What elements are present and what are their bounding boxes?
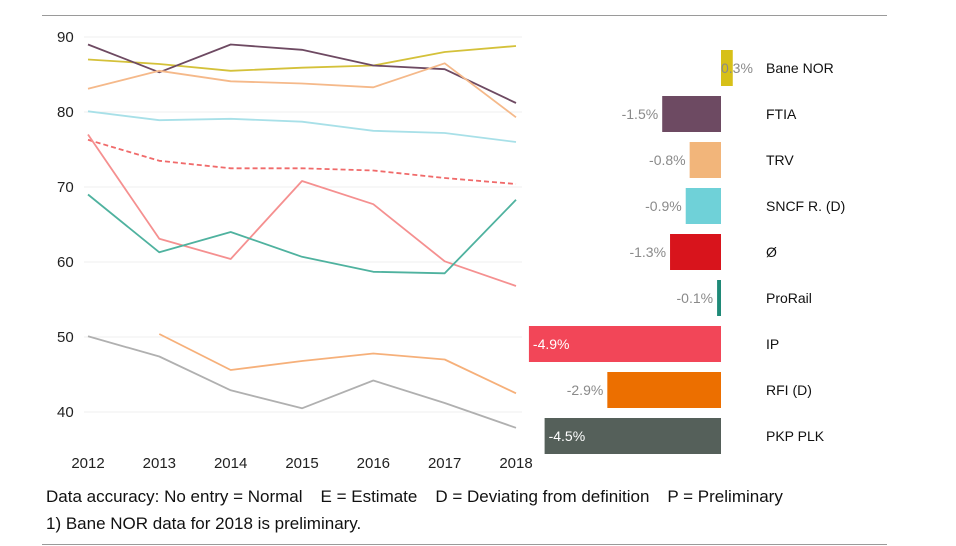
bottom-rule <box>42 544 887 545</box>
x-tick-label: 2014 <box>214 455 247 472</box>
series-line <box>87 45 517 72</box>
y-tick-label: 70 <box>57 179 74 196</box>
bar <box>544 418 721 454</box>
series-line <box>158 333 517 395</box>
accuracy-normal: Data accuracy: No entry = Normal <box>46 487 303 506</box>
series-line <box>87 62 517 119</box>
bar <box>662 96 721 132</box>
bar-category-label: IP <box>766 336 779 352</box>
series-line <box>87 193 517 275</box>
bar-value-label: -0.8% <box>649 152 686 168</box>
series-line <box>87 138 517 185</box>
series-line <box>87 335 517 429</box>
x-tick-label: 2018 <box>499 455 532 472</box>
top-rule <box>42 15 887 16</box>
y-tick-label: 90 <box>57 29 74 46</box>
y-tick-label: 60 <box>57 254 74 271</box>
bar <box>685 188 721 224</box>
bar-value-label: -2.9% <box>567 382 604 398</box>
bar-category-label: SNCF R. (D) <box>766 198 845 214</box>
x-tick-label: 2012 <box>71 455 104 472</box>
bar-value-label: -1.5% <box>622 106 659 122</box>
bar-value-label: -4.5% <box>549 428 586 444</box>
x-tick-label: 2017 <box>428 455 461 472</box>
y-tick-label: 40 <box>57 404 74 421</box>
chart-area: 40 50 60 70 80 90 2012 2013 2014 2015 2016 2017 2018… <box>57 29 845 472</box>
bar-chart: 0.3% Bane NOR -1.5% FTIA -0.8% TRV -0.9% SNCF R… <box>528 50 845 454</box>
bar <box>689 142 721 178</box>
bar-value-label: -0.1% <box>677 290 714 306</box>
bar-value-label: -4.9% <box>533 336 570 352</box>
accuracy-deviating: D = Deviating from definition <box>435 487 650 506</box>
series-line <box>87 133 517 287</box>
y-tick-label: 80 <box>57 104 74 121</box>
bar-category-label: PKP PLK <box>766 428 825 444</box>
accuracy-preliminary: P = Preliminary <box>667 487 783 506</box>
bar-value-label: -1.3% <box>629 244 666 260</box>
data-accuracy-note: Data accuracy: No entry = Normal E = Esti… <box>46 487 801 507</box>
bar-category-label: ProRail <box>766 290 812 306</box>
bar <box>721 50 733 86</box>
bar-value-label: -0.9% <box>645 198 682 214</box>
bar <box>528 326 721 362</box>
line-chart: 40 50 60 70 80 90 2012 2013 2014 2015 2016 2017 2018 <box>57 29 533 472</box>
x-tick-label: 2016 <box>357 455 390 472</box>
bar-category-label: Bane NOR <box>766 60 834 76</box>
series-line <box>87 43 517 104</box>
x-tick-label: 2013 <box>143 455 176 472</box>
bar-category-label: RFI (D) <box>766 382 812 398</box>
y-tick-label: 50 <box>57 329 74 346</box>
series-line <box>87 110 517 143</box>
bar <box>607 372 721 408</box>
x-tick-label: 2015 <box>285 455 318 472</box>
bar <box>717 280 721 316</box>
bar-category-label: Ø <box>766 244 777 260</box>
footnote: 1) Bane NOR data for 2018 is preliminary… <box>46 514 362 533</box>
accuracy-estimate: E = Estimate <box>320 487 418 506</box>
bar-value-label: 0.3% <box>721 60 753 76</box>
bar <box>670 234 721 270</box>
bar-category-label: FTIA <box>766 106 797 122</box>
bar-category-label: TRV <box>766 152 794 168</box>
